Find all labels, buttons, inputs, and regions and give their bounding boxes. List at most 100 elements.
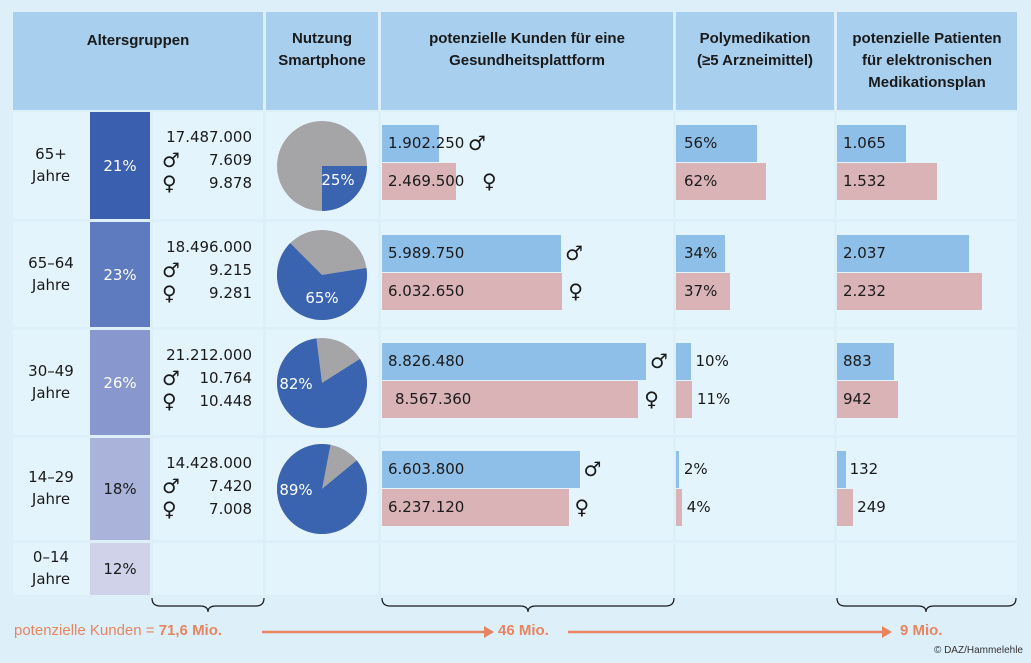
age-label-line2: Jahre bbox=[31, 275, 71, 294]
poly-male-value: 34% bbox=[684, 244, 718, 262]
population-male-row: ♂ 9.215 bbox=[162, 259, 252, 282]
female-symbol-icon: ♀ bbox=[162, 497, 177, 521]
patients-male-bar bbox=[837, 235, 970, 272]
arrow-1-head bbox=[484, 626, 494, 638]
pie-label: 25% bbox=[321, 171, 354, 189]
footer-graphics bbox=[151, 597, 1017, 638]
male-icon: ♂ bbox=[650, 349, 668, 373]
poly-female-bar bbox=[676, 381, 692, 418]
header-patients: potenzielle Patienten für elektronischen… bbox=[837, 12, 1017, 110]
male-symbol-icon: ♂ bbox=[162, 366, 180, 390]
population-female-value: 10.448 bbox=[199, 392, 253, 410]
male-symbol-icon: ♂ bbox=[162, 258, 180, 282]
header-smartphone: Nutzung Smartphone bbox=[266, 12, 378, 110]
row-4-cell-1 bbox=[153, 543, 263, 595]
poly-female-value: 37% bbox=[684, 282, 718, 300]
population-block: 21.212.000 ♂ 10.764 ♀ 10.448 bbox=[162, 344, 252, 413]
patients-female-bar bbox=[837, 163, 937, 200]
customers-female-value: 2.469.500 bbox=[388, 172, 465, 190]
customers-male-bar bbox=[382, 343, 646, 380]
brace-patients bbox=[836, 597, 1017, 613]
population-male-row: ♂ 7.420 bbox=[162, 475, 252, 498]
pie-label: 65% bbox=[305, 289, 338, 307]
poly-male-bar bbox=[676, 235, 726, 272]
row-2-cell-4 bbox=[676, 330, 834, 435]
patients-male-bar bbox=[837, 343, 895, 380]
population-female-row: ♀ 9.878 bbox=[162, 172, 252, 195]
smartphone-pie: 25% bbox=[277, 120, 367, 211]
smartphone-pie: 65% bbox=[277, 229, 367, 320]
row-4-cell-4 bbox=[676, 543, 834, 595]
footer-label: potenzielle Kunden = bbox=[14, 622, 155, 639]
smartphone-pie: 89% bbox=[277, 444, 367, 534]
age-label-line1: 0–14 bbox=[32, 548, 70, 566]
pie-slice-use bbox=[277, 337, 367, 428]
row-3-cell-1 bbox=[153, 438, 263, 540]
customers-male-value: 1.902.250 bbox=[388, 134, 465, 152]
patients-female-value: 249 bbox=[857, 498, 886, 516]
population-block: 14.428.000 ♂ 7.420 ♀ 7.008 bbox=[162, 452, 252, 521]
male-symbol-icon: ♂ bbox=[162, 148, 180, 172]
poly-female-bar bbox=[676, 489, 682, 526]
population-block: 17.487.000 ♂ 7.609 ♀ 9.878 bbox=[162, 126, 252, 195]
age-label: 30–49 Jahre bbox=[13, 360, 89, 404]
female-icon: ♀ bbox=[482, 169, 497, 193]
row-4-cell-3 bbox=[381, 543, 673, 595]
pie-slice-use bbox=[277, 242, 367, 320]
row-4-cell-5 bbox=[837, 543, 1017, 595]
poly-male-bar bbox=[676, 451, 679, 488]
female-icon: ♀ bbox=[568, 279, 584, 303]
footer-label-wrap: potenzielle Kunden = 71,6 Mio. bbox=[14, 622, 222, 639]
male-icon: ♂ bbox=[583, 457, 602, 481]
patients-male-bar bbox=[837, 451, 846, 488]
share-bar: 18% bbox=[90, 438, 150, 540]
poly-male-bar bbox=[676, 343, 691, 380]
population-female-value: 7.008 bbox=[209, 500, 252, 518]
male-icon: ♂ bbox=[468, 131, 486, 155]
customers-male-bar bbox=[382, 451, 580, 488]
pie-label: 89% bbox=[279, 481, 312, 499]
row-0-cell-1 bbox=[153, 112, 263, 219]
header-poly-label: Polymedikation (≥5 Arzneimittel) bbox=[696, 30, 814, 69]
share-bar: 21% bbox=[90, 112, 150, 219]
customers-male-value: 6.603.800 bbox=[388, 460, 465, 478]
patients-female-bar bbox=[837, 381, 899, 418]
population-total: 14.428.000 bbox=[166, 454, 252, 472]
pie-slice-use bbox=[277, 444, 367, 534]
female-icon: ♀ bbox=[644, 387, 659, 411]
age-label: 14–29 Jahre bbox=[13, 466, 89, 510]
patients-male-value: 2.037 bbox=[843, 244, 886, 262]
patients-male-bar bbox=[837, 125, 907, 162]
female-symbol-icon: ♀ bbox=[162, 171, 177, 195]
population-female-row: ♀ 9.281 bbox=[162, 282, 252, 305]
population-female-value: 9.878 bbox=[209, 174, 252, 192]
patients-female-bar bbox=[837, 489, 854, 526]
poly-female-value: 4% bbox=[686, 498, 711, 516]
age-label: 0–14 Jahre bbox=[13, 546, 89, 590]
header-customers: potenzielle Kunden für eine Gesundheitsp… bbox=[381, 12, 673, 110]
share-bar: 12% bbox=[90, 543, 150, 595]
row-3-cell-5 bbox=[837, 438, 1017, 540]
customers-female-bar bbox=[382, 163, 456, 200]
brace-population bbox=[151, 597, 265, 613]
header-customers-label: potenzielle Kunden für eine Gesundheitsp… bbox=[429, 30, 625, 69]
population-male-row: ♂ 10.764 bbox=[162, 367, 252, 390]
poly-female-bar bbox=[676, 163, 766, 200]
age-label-line1: 65–64 bbox=[28, 253, 74, 272]
patients-female-bar bbox=[837, 273, 983, 310]
footer-total-3: 9 Mio. bbox=[900, 622, 943, 639]
arrow-2-head bbox=[882, 626, 892, 638]
header-patients-label: potenzielle Patienten für elektronischen… bbox=[852, 30, 1002, 91]
patients-female-value: 1.532 bbox=[843, 172, 886, 190]
population-male-value: 9.215 bbox=[209, 261, 252, 279]
age-label-line2: Jahre bbox=[31, 490, 71, 508]
customers-female-bar bbox=[382, 489, 569, 526]
row-2-cell-1 bbox=[153, 330, 263, 435]
header-smartphone-label: Nutzung Smartphone bbox=[278, 30, 366, 69]
age-label-line1: 30–49 bbox=[28, 361, 74, 380]
customers-female-value: 6.237.120 bbox=[388, 498, 465, 516]
header-poly: Polymedikation (≥5 Arzneimittel) bbox=[676, 12, 834, 110]
poly-male-bar bbox=[676, 125, 758, 162]
row-4-cell-2 bbox=[266, 543, 378, 595]
customers-female-bar bbox=[382, 381, 639, 418]
